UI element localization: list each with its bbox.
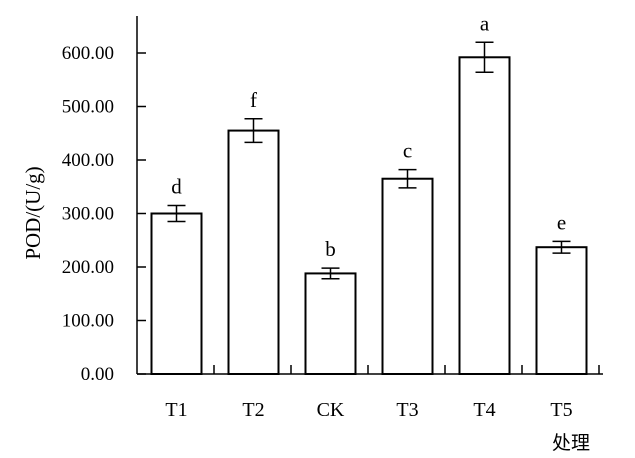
bar-t3 [381,177,434,375]
x-axis-tick-labels: T1 T2 CK T3 T4 T5 [165,399,572,421]
x-tick-label: CK [317,399,345,421]
y-tick-label: 500.00 [62,97,114,118]
error-bar-t4 [475,41,494,74]
significance-labels: d f b c a e [171,11,566,261]
y-axis-ticks: 0.00 100.00 200.00 300.00 400.00 500.00 600.00 [62,43,146,385]
y-axis-label: POD/(U/g) [21,166,45,259]
y-tick-label: 400.00 [62,150,114,171]
significance-label: e [557,210,566,234]
bar-t1 [150,212,203,375]
bars [150,56,588,376]
bar-ck [304,272,357,376]
significance-label: f [250,88,257,112]
y-tick-label: 300.00 [62,204,114,225]
axes [136,16,603,375]
error-bar-ck [321,267,340,280]
error-bar-t3 [398,168,417,189]
significance-label: d [171,174,182,198]
y-tick-label: 200.00 [62,257,114,278]
error-bar-t2 [244,118,263,144]
error-bars [167,41,571,280]
y-tick-label: 600.00 [62,43,114,64]
error-bar-t5 [552,240,571,254]
error-bar-t1 [167,204,186,223]
bar-t5 [535,246,588,375]
x-tick-label: T4 [473,399,495,421]
significance-label: a [480,11,490,35]
bar-t2 [227,129,280,375]
x-tick-label: T2 [242,399,264,421]
x-tick-label: T5 [550,399,572,421]
x-tick-label: T3 [396,399,418,421]
y-tick-label: 100.00 [62,311,114,332]
significance-label: c [403,139,412,163]
x-tick-label: T1 [165,399,187,421]
bar-t4 [458,56,511,375]
significance-label: b [325,237,336,261]
x-axis-label: 处理 [552,432,590,454]
y-tick-label: 0.00 [81,364,114,385]
